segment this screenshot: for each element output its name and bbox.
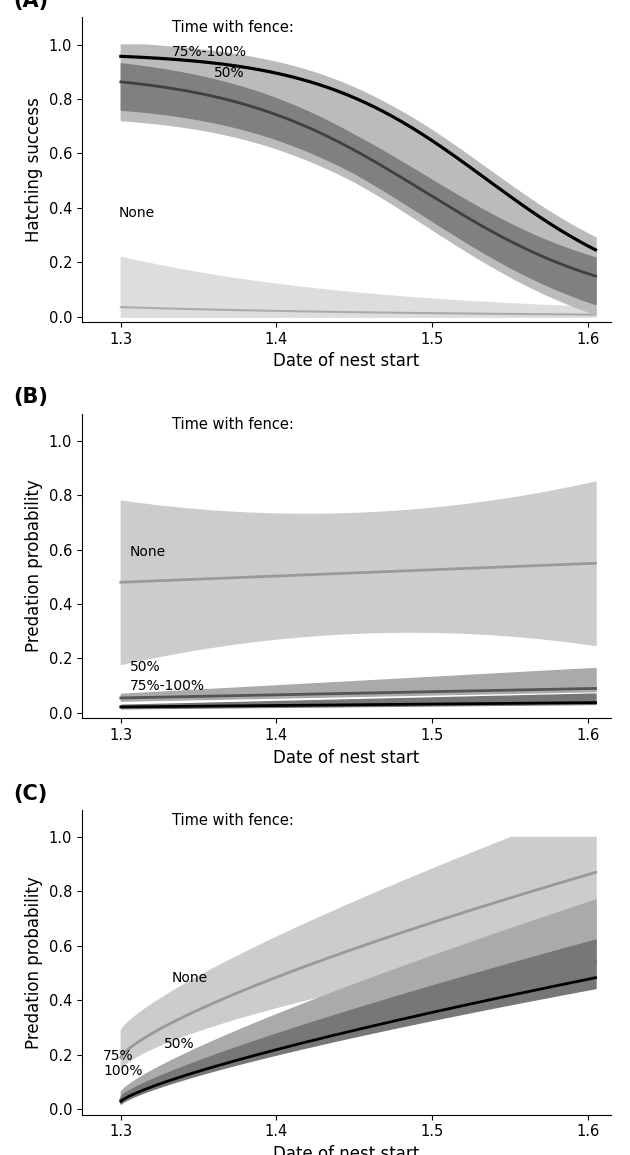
Text: 50%: 50%	[164, 1037, 195, 1051]
Text: 50%: 50%	[130, 661, 160, 675]
Text: (C): (C)	[13, 784, 47, 804]
X-axis label: Date of nest start: Date of nest start	[273, 748, 420, 767]
Text: (A): (A)	[13, 0, 49, 12]
Text: None: None	[119, 207, 155, 221]
X-axis label: Date of nest start: Date of nest start	[273, 1145, 420, 1155]
Text: Time with fence:: Time with fence:	[172, 21, 294, 36]
Text: 75%-100%: 75%-100%	[130, 679, 205, 693]
Text: 75%-100%: 75%-100%	[172, 45, 247, 59]
Text: (B): (B)	[13, 387, 48, 408]
Text: 50%: 50%	[214, 66, 245, 80]
Text: 100%: 100%	[103, 1064, 142, 1079]
Y-axis label: Predation probability: Predation probability	[25, 875, 43, 1049]
Text: None: None	[130, 545, 166, 559]
Y-axis label: Hatching success: Hatching success	[25, 97, 43, 243]
Y-axis label: Predation probability: Predation probability	[25, 479, 43, 653]
Text: 75%: 75%	[103, 1049, 134, 1063]
Text: Time with fence:: Time with fence:	[172, 417, 294, 432]
Text: None: None	[172, 971, 208, 985]
X-axis label: Date of nest start: Date of nest start	[273, 352, 420, 371]
Text: Time with fence:: Time with fence:	[172, 813, 294, 828]
